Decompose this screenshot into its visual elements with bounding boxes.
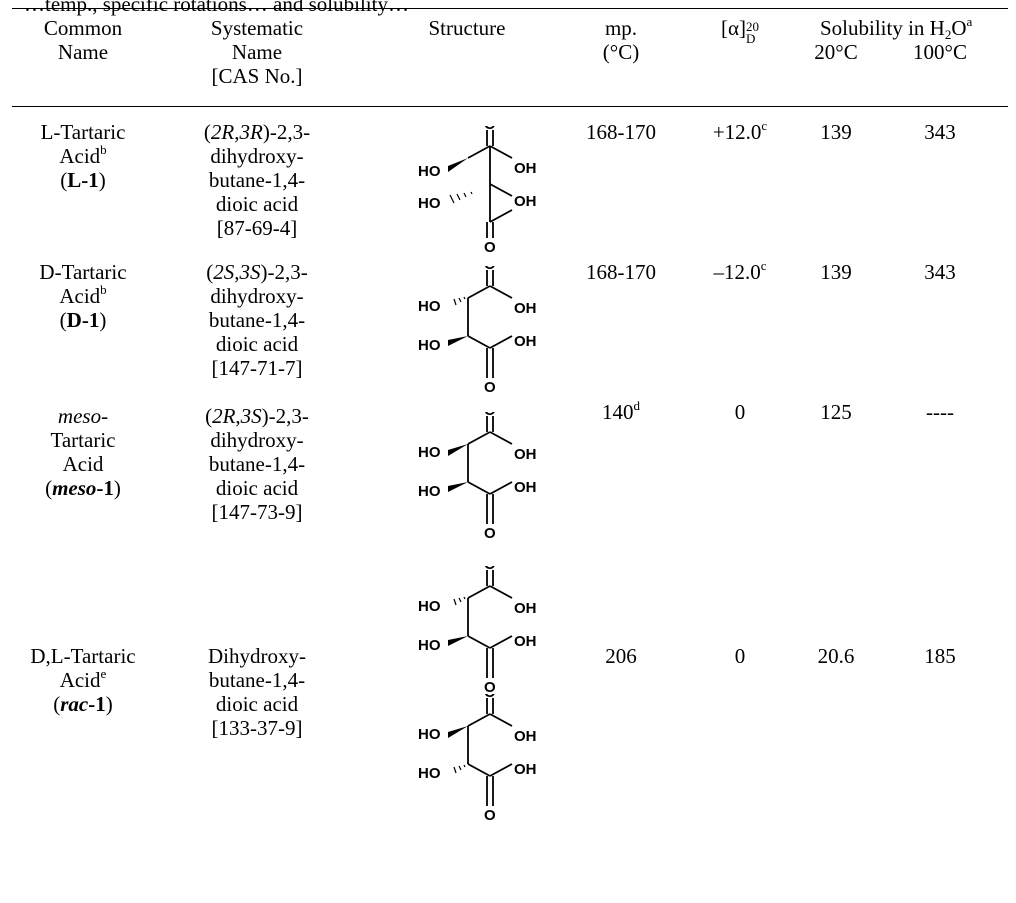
- ho-label: HO: [418, 195, 441, 212]
- row-meso-tartaric-systematic: (2R,3S)-2,3- dihydroxy- butane-1,4- dioi…: [205, 404, 309, 524]
- compound-label: rac: [60, 692, 89, 716]
- row-rac-tartaric-systematic: Dihydroxy- butane-1,4- dioic acid [133-3…: [208, 644, 306, 740]
- ho-label: HO: [418, 163, 441, 180]
- oh-label: OH: [514, 446, 537, 463]
- row-meso-tartaric-mp: 140d: [602, 398, 640, 424]
- header-solubility: Solubility in H2Oa: [820, 14, 973, 42]
- row-d-tartaric-sol20: 139: [820, 260, 852, 284]
- header-structure: Structure: [428, 16, 506, 40]
- ho-label: HO: [418, 337, 441, 354]
- o-label: O: [484, 266, 496, 273]
- ho-label: HO: [418, 598, 441, 615]
- row-l-tartaric-sol100: 343: [924, 120, 956, 144]
- row-l-tartaric-common: L-Tartaric Acidb (L-1): [40, 120, 126, 192]
- header-specific-rotation: [α] 20 D: [721, 16, 759, 46]
- row-l-tartaric-sol20: 139: [820, 120, 852, 144]
- row-rac-tartaric-rotation: 0: [734, 644, 746, 668]
- row-meso-tartaric-rotation: 0: [734, 400, 746, 424]
- row-meso-tartaric-sol20: 125: [820, 400, 852, 424]
- header-mp: mp. (°C): [602, 16, 640, 64]
- structure-d-tartaric: O HO OH OH HO O: [418, 266, 537, 396]
- structure-meso-tartaric: O HO OH OH HO O: [418, 412, 537, 542]
- o-label: O: [484, 807, 496, 824]
- row-rac-tartaric-sol100: 185: [924, 644, 956, 668]
- oh-label: OH: [514, 728, 537, 745]
- row-rac-tartaric-sol20: 20.6: [817, 644, 855, 668]
- oh-label: OH: [514, 761, 537, 778]
- ho-label: HO: [418, 444, 441, 461]
- header-common-name: Common Name: [43, 16, 123, 64]
- structure-rac-tartaric-l-form: O HO OH OH HO O: [418, 694, 537, 824]
- compound-label: L-1: [67, 168, 99, 192]
- row-l-tartaric-rotation: +12.0c: [712, 118, 768, 144]
- o-label: O: [484, 379, 496, 396]
- oh-label: OH: [514, 479, 537, 496]
- ho-label: HO: [418, 298, 441, 315]
- header-systematic-name: Systematic Name [CAS No.]: [210, 16, 304, 88]
- ho-label: HO: [418, 637, 441, 654]
- o-label: O: [484, 566, 496, 573]
- header-solubility-20c: 20°C: [814, 40, 858, 64]
- structure-l-tartaric: O HO OH OH HO O: [418, 126, 537, 256]
- row-meso-tartaric-sol100: ----: [926, 400, 954, 424]
- oh-label: OH: [514, 333, 537, 350]
- row-l-tartaric-mp: 168-170: [586, 120, 656, 144]
- o-label: O: [484, 412, 496, 419]
- header-rule: [12, 106, 1008, 107]
- o-label: O: [484, 679, 496, 696]
- structure-rac-tartaric-d-form: O HO OH OH HO O: [418, 566, 537, 696]
- top-rule: [12, 8, 1008, 9]
- row-d-tartaric-sol100: 343: [924, 260, 956, 284]
- row-l-tartaric-systematic: (2R,3R)-2,3- dihydroxy- butane-1,4- dioi…: [203, 120, 311, 240]
- row-d-tartaric-common: D-Tartaric Acidb (D-1): [39, 260, 127, 332]
- row-d-tartaric-mp: 168-170: [586, 260, 656, 284]
- row-d-tartaric-rotation: –12.0c: [713, 258, 767, 284]
- row-meso-tartaric-common: meso- Tartaric Acid (meso-1): [45, 404, 121, 500]
- header-solubility-100c: 100°C: [913, 40, 967, 64]
- oh-label: OH: [514, 600, 537, 617]
- row-rac-tartaric-common: D,L-Tartaric Acide (rac-1): [30, 644, 136, 716]
- oh-label: OH: [514, 160, 537, 177]
- o-label: O: [484, 126, 496, 133]
- oh-label: OH: [514, 193, 537, 210]
- o-label: O: [484, 694, 496, 701]
- oh-label: OH: [514, 300, 537, 317]
- o-label: O: [484, 525, 496, 542]
- ho-label: HO: [418, 726, 441, 743]
- ho-label: HO: [418, 765, 441, 782]
- row-d-tartaric-systematic: (2S,3S)-2,3- dihydroxy- butane-1,4- dioi…: [206, 260, 308, 380]
- ho-label: HO: [418, 483, 441, 500]
- oh-label: OH: [514, 633, 537, 650]
- compound-label: meso: [52, 476, 97, 500]
- compound-label: D-1: [66, 308, 100, 332]
- row-rac-tartaric-mp: 206: [605, 644, 637, 668]
- o-label: O: [484, 239, 496, 256]
